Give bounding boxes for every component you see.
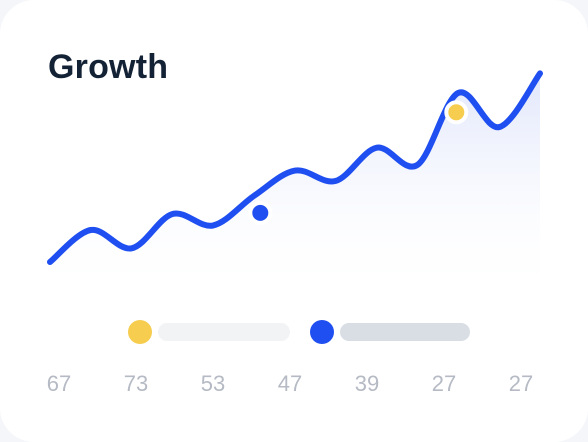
- x-tick-label: 67: [46, 371, 72, 396]
- x-axis-ticks: 67 73 53 47 39 27 27: [0, 370, 588, 398]
- legend-highlight-dot: [128, 320, 152, 344]
- legend-highlight-bar: [158, 323, 290, 341]
- growth-line: [47, 70, 543, 265]
- x-tick-label: 73: [123, 371, 149, 396]
- growth-area: [50, 73, 540, 301]
- x-tick-label: 27: [508, 371, 534, 396]
- x-tick-label: 27: [431, 371, 457, 396]
- x-tick-label: 39: [354, 371, 380, 396]
- legend-marker-bar: [340, 323, 470, 341]
- legend: [128, 320, 470, 344]
- x-tick-label: 53: [200, 371, 226, 396]
- chart-title: Growth: [48, 48, 169, 86]
- marker-point-marker: [248, 200, 273, 225]
- x-tick-label: 47: [277, 371, 303, 396]
- highlight-point-marker: [444, 100, 469, 125]
- legend-marker-dot: [310, 320, 334, 344]
